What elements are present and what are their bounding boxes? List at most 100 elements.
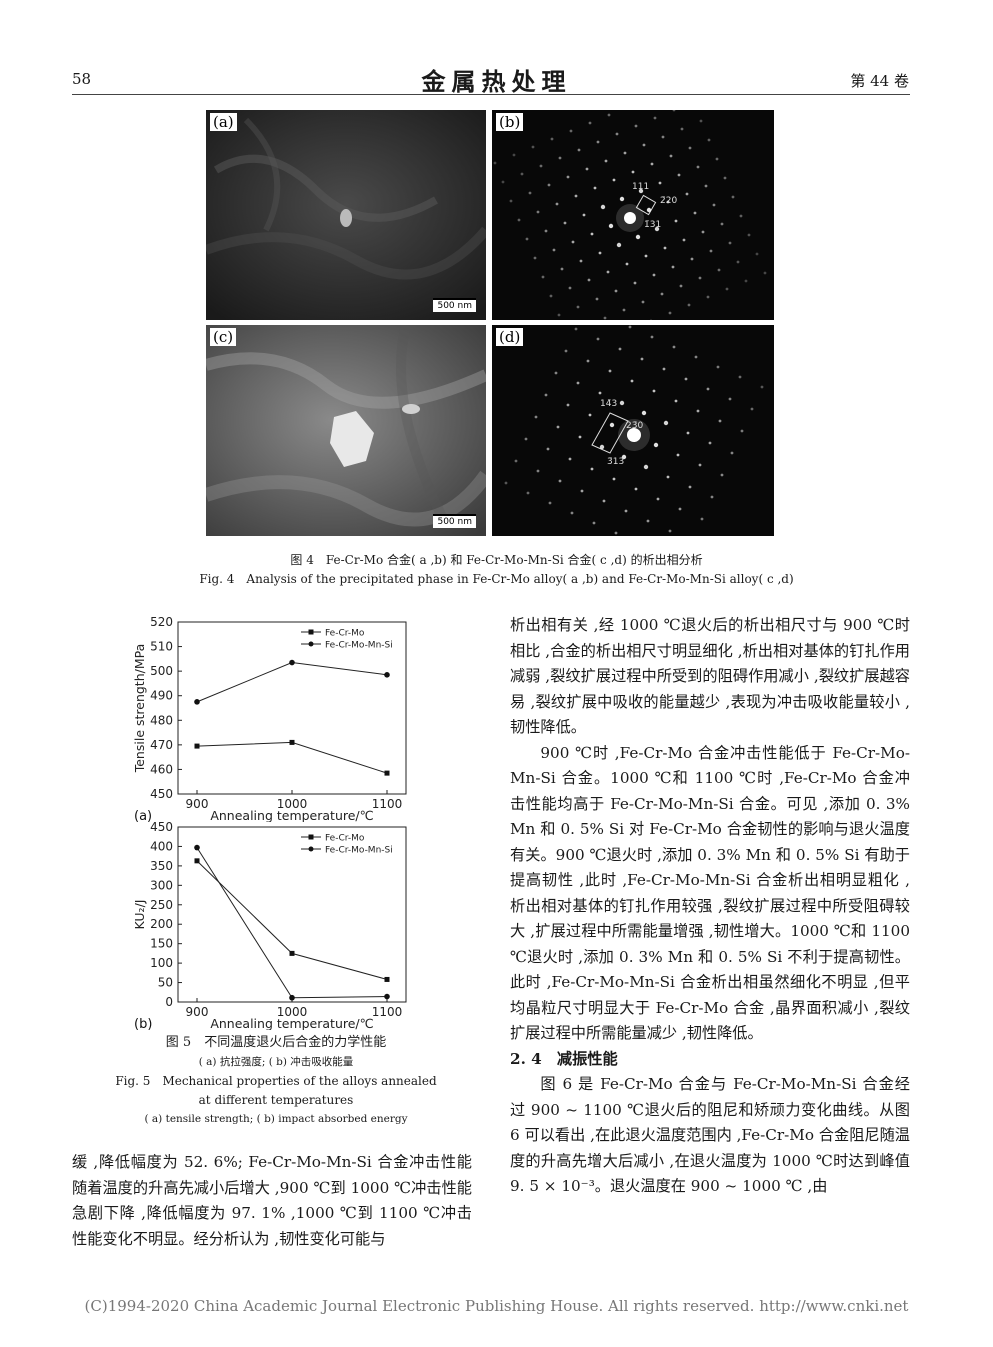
diffraction-spot bbox=[598, 391, 602, 395]
diffraction-spot bbox=[682, 238, 686, 242]
x-axis-label: Annealing temperature/℃ bbox=[210, 1016, 373, 1030]
diffraction-spot bbox=[685, 192, 689, 196]
diffraction-spot bbox=[512, 153, 516, 157]
diffraction-spot bbox=[615, 132, 619, 136]
diffraction-spot bbox=[560, 267, 564, 271]
diffraction-spot bbox=[504, 481, 508, 485]
diffraction-spot bbox=[634, 487, 638, 491]
y-tick-label: 150 bbox=[150, 937, 173, 951]
data-point bbox=[384, 993, 390, 1000]
diffraction-spot bbox=[656, 497, 660, 501]
diffraction-spot bbox=[672, 110, 676, 112]
diffraction-spot bbox=[621, 454, 627, 460]
diffraction-spot bbox=[571, 240, 575, 244]
y-tick-label: 450 bbox=[150, 787, 173, 801]
diffraction-spot bbox=[740, 429, 744, 433]
diffraction-spot bbox=[684, 377, 688, 381]
figure4-caption-cn: 图 4 Fe-Cr-Mo 合金( a ,b) 和 Fe-Cr-Mo-Mn-Si … bbox=[290, 553, 703, 567]
diffraction-pattern-b: (b) 111 2̄20 1̄31 bbox=[492, 110, 774, 320]
diffraction-spot bbox=[566, 175, 570, 179]
diffraction-spot bbox=[576, 305, 580, 309]
diffraction-spot bbox=[578, 435, 582, 439]
diffraction-spot bbox=[642, 143, 646, 147]
data-point bbox=[289, 739, 295, 745]
figure4-caption-en: Fig. 4 Analysis of the precipitated phas… bbox=[199, 572, 794, 586]
data-point bbox=[289, 659, 295, 666]
diffraction-spot bbox=[602, 499, 606, 503]
y-tick-label: 0 bbox=[165, 995, 173, 1009]
diffraction-spot bbox=[549, 294, 553, 298]
diffraction-spots-b bbox=[493, 110, 767, 320]
diffraction-spot bbox=[604, 159, 608, 163]
diffraction-spot bbox=[608, 223, 614, 229]
legend-label: Fe-Cr-Mo bbox=[325, 629, 365, 639]
x-tick-label: 1000 bbox=[277, 797, 308, 811]
diffraction-spot bbox=[747, 233, 751, 237]
diffraction-spot bbox=[544, 229, 548, 233]
x-axis-label: Annealing temperature/℃ bbox=[210, 808, 373, 822]
x-tick-label: 1100 bbox=[372, 797, 403, 811]
y-tick-label: 300 bbox=[150, 878, 173, 892]
right-paragraph-1: 析出相有关 ,经 1000 ℃退火后的析出相尺寸与 900 ℃时相比 ,合金的析… bbox=[510, 616, 910, 736]
y-tick-label: 460 bbox=[150, 762, 173, 776]
diffraction-spot bbox=[755, 252, 759, 256]
diffraction-spot bbox=[493, 161, 497, 165]
y-tick-label: 250 bbox=[150, 898, 173, 912]
diffraction-spot bbox=[593, 186, 597, 190]
diffraction-spot bbox=[606, 270, 610, 274]
diffraction-spot bbox=[708, 441, 712, 445]
tem-texture-a bbox=[206, 110, 486, 320]
figure5-caption-en-1: Fig. 5 Mechanical properties of the allo… bbox=[115, 1074, 437, 1088]
y-tick-label: 520 bbox=[150, 615, 173, 629]
spot-label-131: 1̄31 bbox=[644, 220, 662, 230]
spot-label-313: 3̄13 bbox=[607, 457, 625, 467]
series-line bbox=[196, 847, 388, 999]
figure5-caption-en-2: at different temperatures bbox=[198, 1093, 354, 1107]
data-point bbox=[384, 976, 390, 982]
diffraction-spot bbox=[668, 311, 672, 315]
diffraction-spot bbox=[696, 409, 700, 413]
diffraction-spot bbox=[694, 355, 698, 359]
diffraction-spot bbox=[715, 157, 719, 161]
diffraction-spot bbox=[622, 308, 626, 312]
diffraction-spot bbox=[720, 473, 724, 477]
diffraction-spot bbox=[563, 221, 567, 225]
legend-marker bbox=[308, 629, 314, 635]
diffraction-spot bbox=[624, 509, 628, 513]
diffraction-spot bbox=[588, 413, 592, 417]
diffraction-spot bbox=[750, 407, 754, 411]
diffraction-spot bbox=[514, 459, 518, 463]
diffraction-spot bbox=[669, 154, 673, 158]
diffraction-spot bbox=[612, 477, 616, 481]
diffraction-spot bbox=[558, 156, 562, 160]
diffraction-spot bbox=[731, 195, 735, 199]
panel-label-c: (c) bbox=[210, 328, 237, 346]
x-tick-label: 1000 bbox=[277, 1005, 308, 1019]
y-tick-label: 470 bbox=[150, 738, 173, 752]
diffraction-spot bbox=[509, 199, 513, 203]
scale-bar-c: 500 nm bbox=[433, 514, 476, 528]
diffraction-spot bbox=[720, 222, 724, 226]
diffraction-spot bbox=[736, 260, 740, 264]
diffraction-spot bbox=[550, 137, 554, 141]
diffraction-spot bbox=[674, 399, 678, 403]
diffraction-spot bbox=[688, 485, 692, 489]
series-line bbox=[196, 741, 388, 774]
y-tick-label: 490 bbox=[150, 689, 173, 703]
y-tick-label: 510 bbox=[150, 640, 173, 654]
diffraction-spot bbox=[634, 124, 638, 128]
y-tick-label: 50 bbox=[158, 976, 173, 990]
y-tick-label: 500 bbox=[150, 664, 173, 678]
diffraction-spot bbox=[654, 226, 660, 232]
diffraction-spot bbox=[528, 191, 532, 195]
panel-label: (b) bbox=[134, 1017, 152, 1030]
diffraction-spot bbox=[570, 511, 574, 515]
diffraction-spot bbox=[590, 232, 594, 236]
diffraction-spot bbox=[638, 188, 644, 194]
diffraction-spot bbox=[650, 335, 654, 339]
diffraction-spot bbox=[536, 210, 540, 214]
diffraction-spot bbox=[625, 262, 629, 266]
diffraction-spot bbox=[677, 173, 681, 177]
diffraction-spot bbox=[614, 289, 618, 293]
diffraction-spot bbox=[607, 113, 611, 117]
